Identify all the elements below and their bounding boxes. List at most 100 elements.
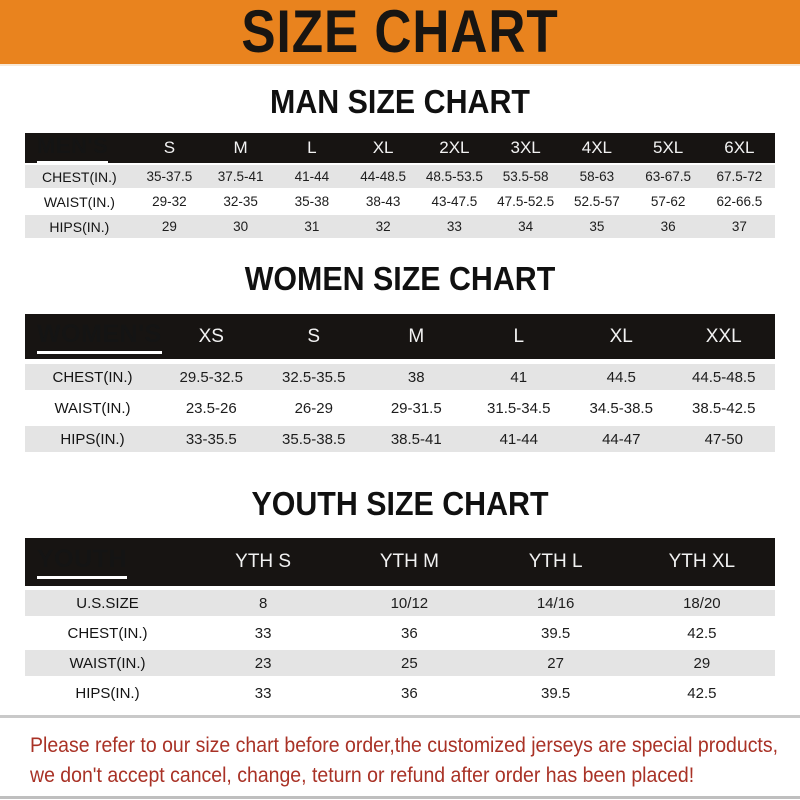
size-value-cell: 58-63 xyxy=(579,169,615,184)
column-header: YTH M xyxy=(379,551,439,572)
table-header-label: WOMEN'S xyxy=(37,320,162,354)
table-row: HIPS(IN.) 33-35.5 35.5-38.5 38.5-41 41-44 44-… xyxy=(25,426,775,452)
size-value-cell: 37 xyxy=(731,219,747,234)
size-value-cell: 29 xyxy=(161,219,177,234)
size-value-cell: 63-67.5 xyxy=(645,169,692,184)
row-label: WAIST(IN.) xyxy=(43,193,115,210)
size-value-cell: 25 xyxy=(401,654,418,672)
size-value-cell: 31.5-34.5 xyxy=(487,399,551,417)
size-value-cell: 38-43 xyxy=(365,194,401,209)
size-value-cell: 44.5 xyxy=(606,368,636,386)
row-label: HIPS(IN.) xyxy=(49,218,110,235)
divider-line xyxy=(0,715,800,718)
size-chart-section: WOMEN SIZE CHART WOMEN'S XS S M L XL XXL CHES… xyxy=(25,261,775,452)
size-value-cell: 38 xyxy=(407,368,425,386)
notice-line-1: Please refer to our size chart before or… xyxy=(30,733,778,758)
column-header: M xyxy=(408,325,425,347)
size-value-cell: 41-44 xyxy=(499,430,538,448)
size-value-cell: 33 xyxy=(446,219,462,234)
table-row: CHEST(IN.) 33 36 39.5 42.5 xyxy=(25,620,775,646)
notice-line-2: we don't accept cancel, change, teturn o… xyxy=(30,763,695,788)
size-value-cell: 47-50 xyxy=(704,430,743,448)
size-value-cell: 29-32 xyxy=(152,194,187,209)
banner: SIZE CHART xyxy=(0,0,800,66)
size-value-cell: 27 xyxy=(547,654,564,672)
column-header: L xyxy=(513,325,525,347)
table-header-label-cell: YOUTH xyxy=(25,545,190,579)
column-header: 6XL xyxy=(724,138,755,157)
size-value-cell: 32 xyxy=(375,219,391,234)
size-value-cell: 33 xyxy=(254,684,272,702)
size-value-cell: 23 xyxy=(254,654,272,672)
size-value-cell: 53.5-58 xyxy=(502,169,549,184)
size-value-cell: 33-35.5 xyxy=(185,430,237,448)
size-value-cell: 30 xyxy=(233,219,249,234)
size-value-cell: 38.5-42.5 xyxy=(692,399,756,417)
size-value-cell: 57-62 xyxy=(650,194,686,209)
size-value-cell: 35-37.5 xyxy=(146,169,193,184)
table-header-label: MEN'S xyxy=(37,133,109,164)
row-label: CHEST(IN.) xyxy=(52,368,133,386)
column-header: YTH XL xyxy=(668,551,736,572)
size-value-cell: 29-31.5 xyxy=(390,399,442,417)
column-header: 2XL xyxy=(439,138,470,157)
size-value-cell: 47.5-52.5 xyxy=(497,194,555,209)
size-value-cell: 32.5-35.5 xyxy=(282,368,346,386)
size-chart-section: YOUTH SIZE CHART YOUTH YTH S YTH M YTH L YT… xyxy=(25,484,775,706)
size-value-cell: 43-47.5 xyxy=(431,194,478,209)
row-label: WAIST(IN.) xyxy=(54,399,131,417)
size-value-cell: 42.5 xyxy=(687,624,717,642)
banner-title: SIZE CHART xyxy=(241,0,559,66)
table-header-label-cell: WOMEN'S xyxy=(25,320,162,354)
size-value-cell: 34.5-38.5 xyxy=(589,399,653,417)
size-value-cell: 38.5-41 xyxy=(390,430,442,448)
size-value-cell: 35 xyxy=(589,219,605,234)
row-label: U.S.SIZE xyxy=(76,594,139,612)
table-row: U.S.SIZE 8 10/12 14/16 18/20 xyxy=(25,590,775,616)
size-value-cell: 23.5-26 xyxy=(185,399,237,417)
table-body: U.S.SIZE 8 10/12 14/16 18/20 CHEST(IN.) 33 36 39… xyxy=(25,590,775,706)
column-header: 3XL xyxy=(510,138,541,157)
size-value-cell: 18/20 xyxy=(683,594,721,612)
row-label: CHEST(IN.) xyxy=(42,168,117,185)
column-header: M xyxy=(233,138,248,157)
table-row: WAIST(IN.) 23 25 27 29 xyxy=(25,650,775,676)
size-value-cell: 34 xyxy=(518,219,534,234)
size-value-cell: 44-47 xyxy=(602,430,641,448)
size-chart-section: MAN SIZE CHART MEN'S S M L XL 2XL 3XL 4XL 5XL 6X… xyxy=(25,82,775,238)
size-value-cell: 44.5-48.5 xyxy=(692,368,756,386)
column-header: S xyxy=(163,138,176,157)
table-header-row: MEN'S S M L XL 2XL 3XL 4XL 5XL 6XL xyxy=(25,133,775,164)
size-value-cell: 41 xyxy=(510,368,528,386)
column-header: YTH L xyxy=(528,551,583,572)
size-value-cell: 8 xyxy=(258,594,268,612)
size-value-cell: 39.5 xyxy=(541,684,571,702)
size-value-cell: 32-35 xyxy=(223,194,258,209)
size-value-cell: 29.5-32.5 xyxy=(179,368,243,386)
table-header-label: YOUTH xyxy=(37,545,127,579)
section-heading: MAN SIZE CHART xyxy=(270,82,530,121)
column-header: S xyxy=(307,325,321,347)
column-header: XL xyxy=(372,138,394,157)
size-value-cell: 14/16 xyxy=(536,594,575,612)
size-value-cell: 36 xyxy=(401,684,418,702)
size-value-cell: 62-66.5 xyxy=(716,194,763,209)
size-value-cell: 42.5 xyxy=(687,684,717,702)
size-value-cell: 37.5-41 xyxy=(217,169,264,184)
size-value-cell: 67.5-72 xyxy=(716,169,763,184)
size-value-cell: 36 xyxy=(401,624,418,642)
bottom-border-line xyxy=(0,796,800,799)
size-value-cell: 35-38 xyxy=(294,194,330,209)
sections-container: MAN SIZE CHART MEN'S S M L XL 2XL 3XL 4XL 5XL 6X… xyxy=(0,82,800,706)
table-header-row: WOMEN'S XS S M L XL XXL xyxy=(25,314,775,359)
column-header: L xyxy=(307,138,317,157)
size-value-cell: 41-44 xyxy=(294,169,330,184)
table-row: HIPS(IN.) 29 30 31 32 33 34 35 36 37 xyxy=(25,215,775,238)
row-label: HIPS(IN.) xyxy=(75,684,140,702)
size-value-cell: 35.5-38.5 xyxy=(282,430,346,448)
section-heading: YOUTH SIZE CHART xyxy=(251,484,549,523)
size-table: WOMEN'S XS S M L XL XXL CHEST(IN.) 29.5-32.5 32… xyxy=(25,314,775,452)
row-label: CHEST(IN.) xyxy=(67,624,148,642)
row-label: WAIST(IN.) xyxy=(69,654,146,672)
